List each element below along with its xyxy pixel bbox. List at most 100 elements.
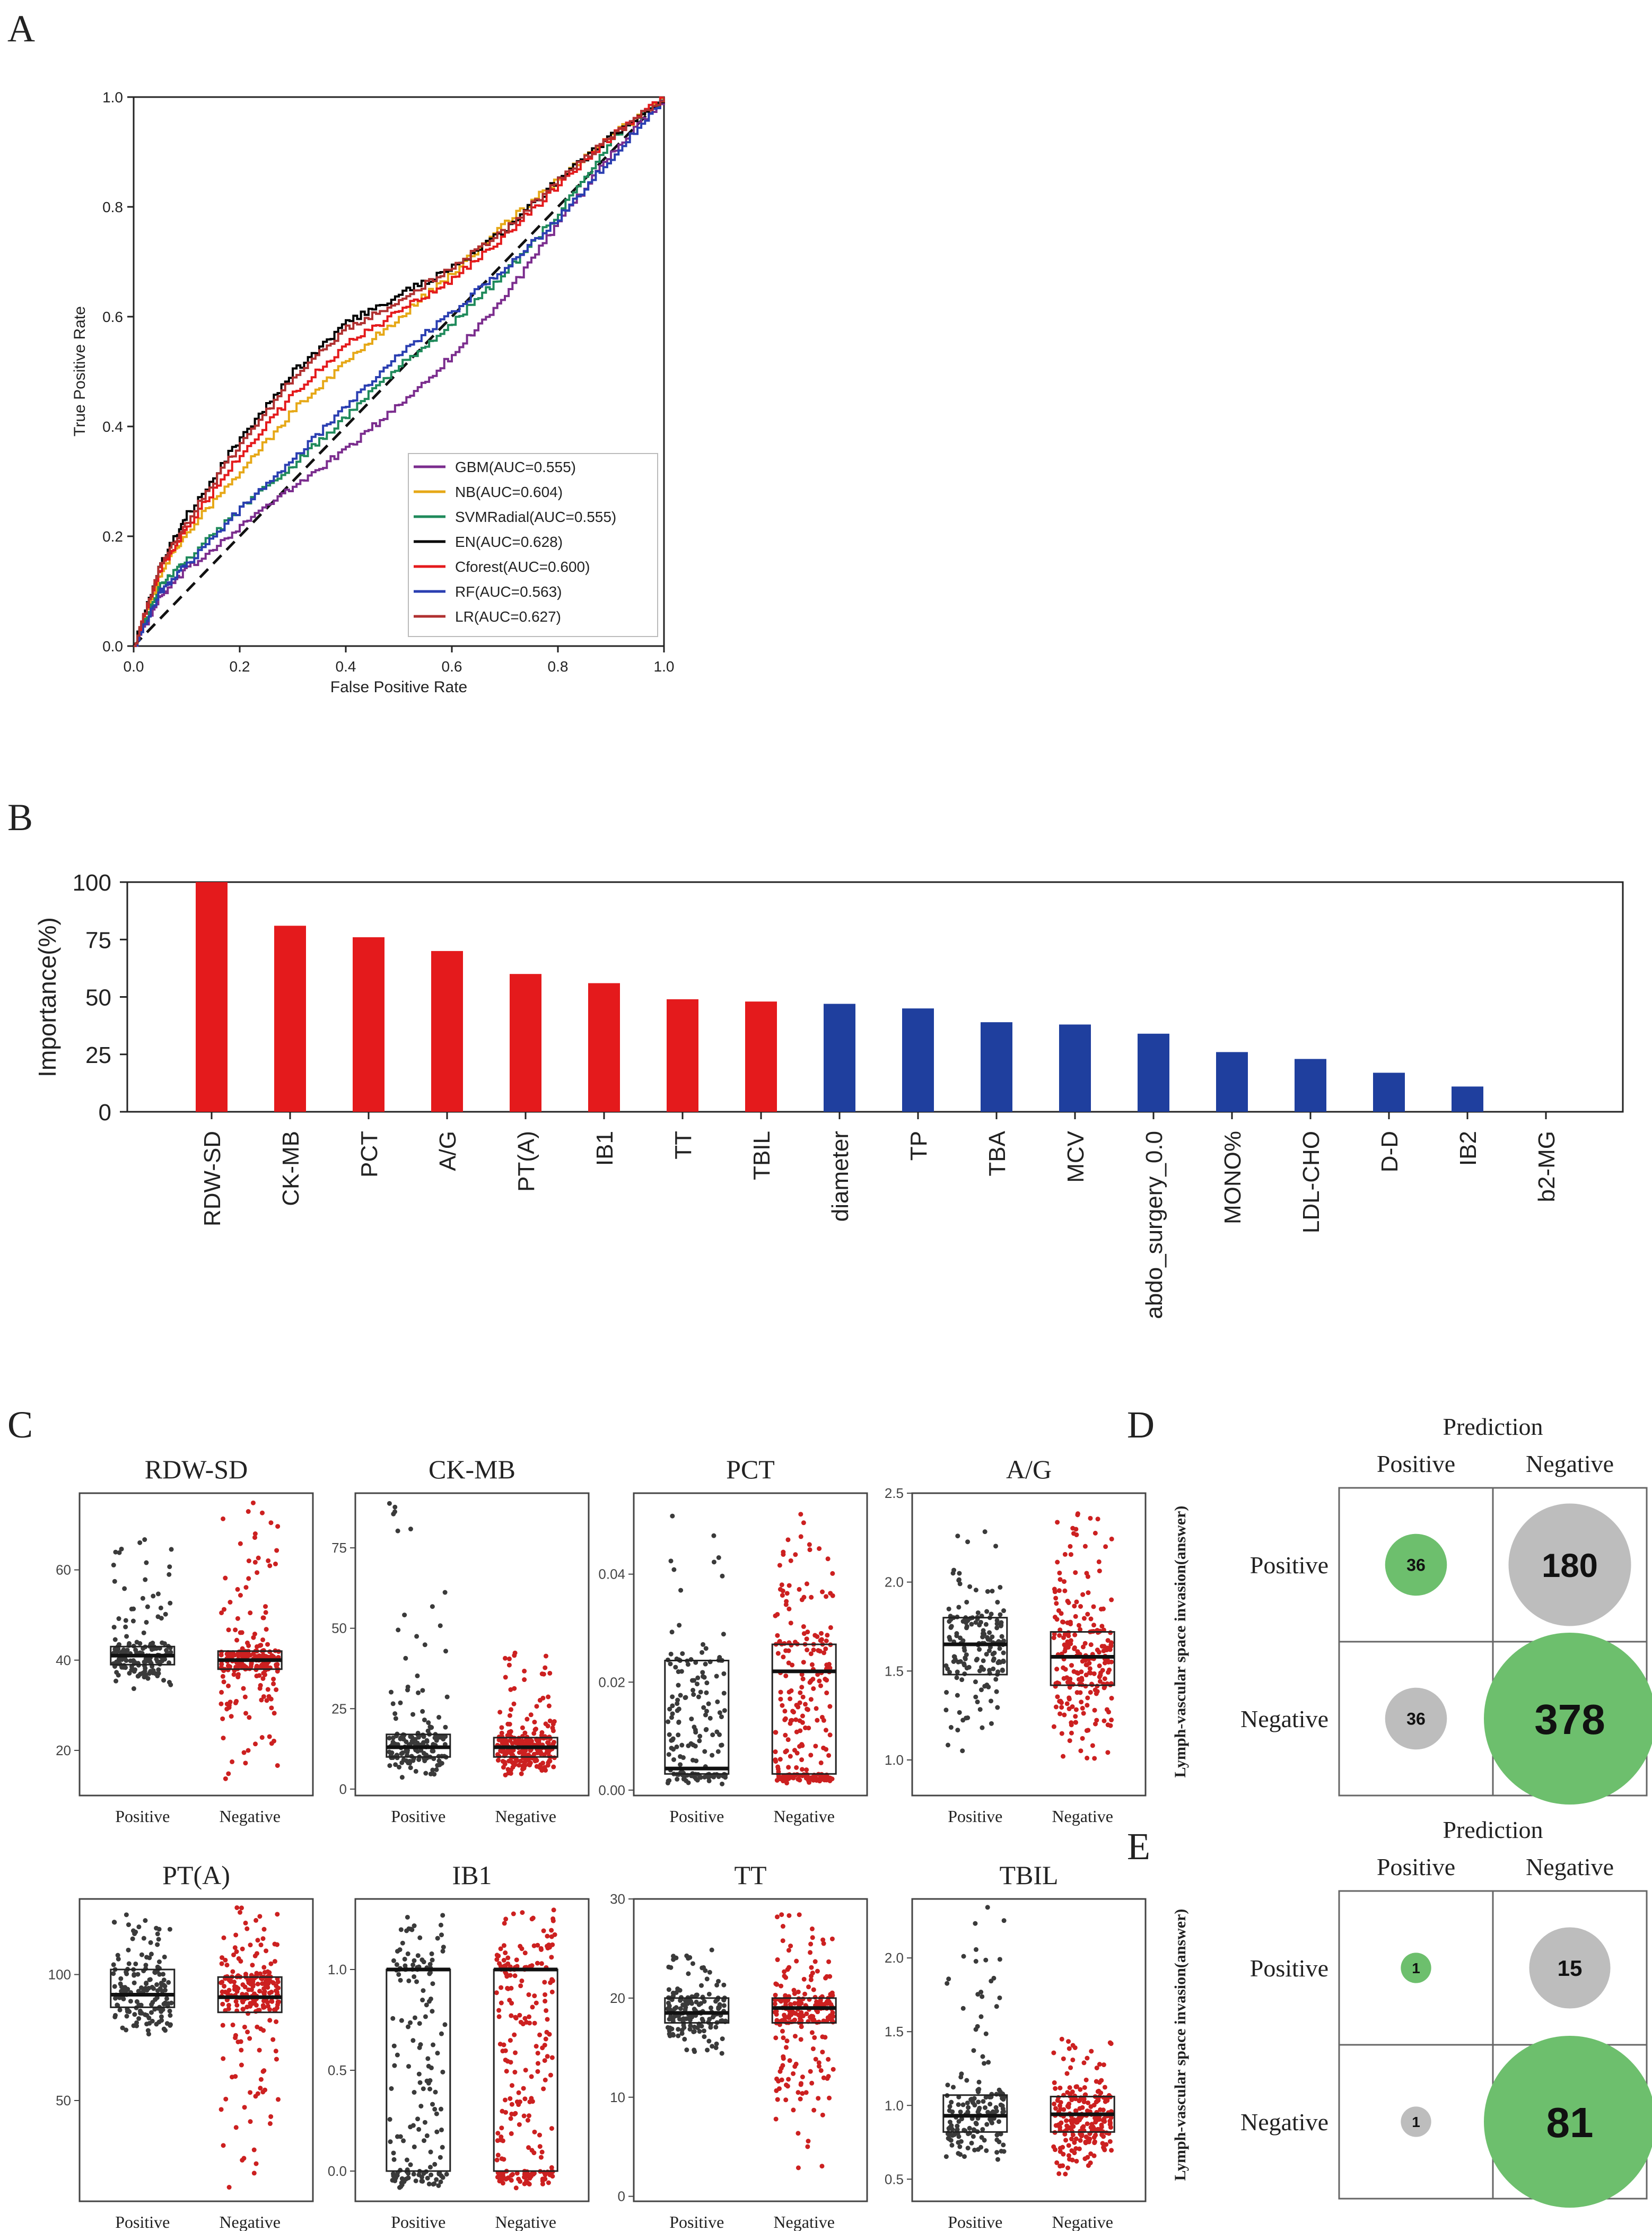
boxplot-point bbox=[978, 1687, 984, 1693]
boxplot-point bbox=[156, 1937, 161, 1942]
boxplot-point bbox=[258, 1942, 264, 1948]
cm-cell-value: 1 bbox=[1412, 1960, 1420, 1976]
boxplot-point bbox=[421, 1959, 426, 1965]
boxplot-point bbox=[1065, 1679, 1070, 1685]
boxplot-point bbox=[540, 1761, 545, 1766]
boxplot-point bbox=[142, 1986, 147, 1992]
boxplot-point bbox=[416, 2127, 422, 2132]
boxplot-point bbox=[1092, 1707, 1097, 1713]
boxplot-point bbox=[687, 1998, 692, 2003]
boxplot-point bbox=[1001, 2097, 1006, 2102]
boxplot-point bbox=[697, 1738, 702, 1744]
boxplot-point bbox=[979, 1664, 984, 1670]
boxplot-point bbox=[830, 1571, 835, 1576]
boxplot-point bbox=[1064, 1701, 1070, 1706]
boxplot-y-tick-label: 0.02 bbox=[598, 1674, 625, 1690]
boxplot-point bbox=[548, 2072, 553, 2078]
boxplot-point bbox=[997, 1646, 1002, 1651]
boxplot-point bbox=[1073, 2108, 1078, 2113]
boxplot-point bbox=[986, 2060, 991, 2065]
boxplot-point bbox=[983, 1622, 989, 1627]
roc-legend-label-lr: LR(AUC=0.627) bbox=[455, 608, 561, 625]
boxplot-point bbox=[773, 2035, 779, 2041]
boxplot-point bbox=[975, 1700, 980, 1705]
boxplot-point bbox=[499, 1730, 504, 1736]
boxplot-point bbox=[799, 2024, 804, 2029]
boxplot-point bbox=[1090, 1743, 1095, 1748]
boxplot-point bbox=[772, 2001, 777, 2007]
boxplot-point bbox=[398, 1735, 404, 1740]
boxplot-point bbox=[1059, 1705, 1064, 1710]
boxplot-point bbox=[800, 2075, 805, 2080]
boxplot-point bbox=[1086, 2100, 1091, 2105]
importance-y-tick-label: 100 bbox=[73, 870, 111, 896]
boxplot-point bbox=[1079, 1669, 1084, 1675]
boxplot-point bbox=[275, 1990, 280, 1995]
boxplot-point bbox=[997, 1659, 1002, 1664]
boxplot-point bbox=[784, 2038, 790, 2044]
boxplot-point bbox=[434, 1738, 439, 1743]
boxplot-point bbox=[818, 2000, 824, 2006]
boxplot-point bbox=[234, 2002, 240, 2008]
boxplot-point bbox=[784, 1599, 789, 1604]
boxplot-point bbox=[1072, 1603, 1077, 1609]
cm-title: Prediction bbox=[1443, 1413, 1543, 1440]
boxplot-point bbox=[495, 2131, 501, 2136]
boxplot-point bbox=[160, 2007, 165, 2012]
boxplot-point bbox=[512, 1653, 517, 1658]
boxplot-point bbox=[228, 1979, 233, 1984]
boxplot-point bbox=[222, 1983, 227, 1989]
boxplot-point bbox=[788, 1620, 793, 1626]
boxplot-point bbox=[136, 1989, 141, 1994]
boxplot-point bbox=[1092, 1687, 1098, 1693]
boxplot-point bbox=[522, 2096, 528, 2102]
boxplot-point bbox=[157, 1972, 162, 1977]
boxplot-point bbox=[522, 1755, 528, 1761]
boxplot-point bbox=[221, 1736, 226, 1741]
boxplot-point bbox=[958, 2075, 964, 2080]
boxplot-point bbox=[1000, 2103, 1005, 2108]
boxplot-point bbox=[977, 1647, 982, 1652]
boxplot-y-tick-label: 30 bbox=[610, 1891, 625, 1907]
boxplot-point bbox=[816, 2060, 821, 2066]
boxplot-point bbox=[443, 1649, 448, 1654]
boxplot-point bbox=[678, 2006, 683, 2011]
boxplot-point bbox=[503, 1738, 509, 1744]
boxplot-point bbox=[162, 1988, 168, 1993]
boxplot-frame bbox=[911, 1898, 1147, 2202]
boxplot-point bbox=[1059, 1611, 1064, 1616]
boxplot-point bbox=[710, 2044, 715, 2049]
boxplot-point bbox=[122, 1586, 127, 1591]
boxplot-point bbox=[963, 1656, 968, 1661]
boxplot-point bbox=[947, 1670, 952, 1675]
boxplot-point bbox=[1097, 1663, 1102, 1669]
boxplot-point bbox=[429, 2172, 434, 2177]
boxplot-y-tick-label: 0 bbox=[339, 1781, 347, 1797]
importance-x-label: D-D bbox=[1377, 1131, 1403, 1172]
boxplot-point bbox=[159, 2014, 164, 2019]
boxplot-point bbox=[399, 2018, 404, 2023]
boxplot-point bbox=[256, 1555, 261, 1561]
boxplot-point bbox=[549, 1955, 554, 1960]
boxplot-point bbox=[117, 1550, 122, 1555]
boxplot-point bbox=[507, 1713, 512, 1718]
boxplot-point bbox=[257, 2047, 262, 2053]
boxplot-point bbox=[801, 1594, 807, 1600]
boxplot-point bbox=[809, 1965, 814, 1970]
boxplot-point bbox=[248, 1664, 254, 1669]
boxplot-point bbox=[804, 2011, 809, 2016]
boxplot-point bbox=[950, 2109, 955, 2114]
boxplot-point bbox=[497, 1710, 503, 1715]
boxplot-point bbox=[527, 2175, 532, 2181]
boxplot-point bbox=[670, 1513, 675, 1519]
boxplot-point bbox=[994, 1618, 1000, 1623]
boxplot-point bbox=[230, 1759, 235, 1764]
boxplot-point bbox=[442, 1590, 448, 1595]
boxplot-point bbox=[1088, 1642, 1094, 1648]
boxplot-point bbox=[221, 2143, 226, 2148]
boxplot-point bbox=[228, 1600, 233, 1605]
importance-y-tick-label: 50 bbox=[85, 985, 111, 1011]
boxplot-point bbox=[719, 1714, 724, 1720]
boxplot-point bbox=[512, 1762, 518, 1767]
boxplot-point bbox=[826, 1959, 832, 1964]
